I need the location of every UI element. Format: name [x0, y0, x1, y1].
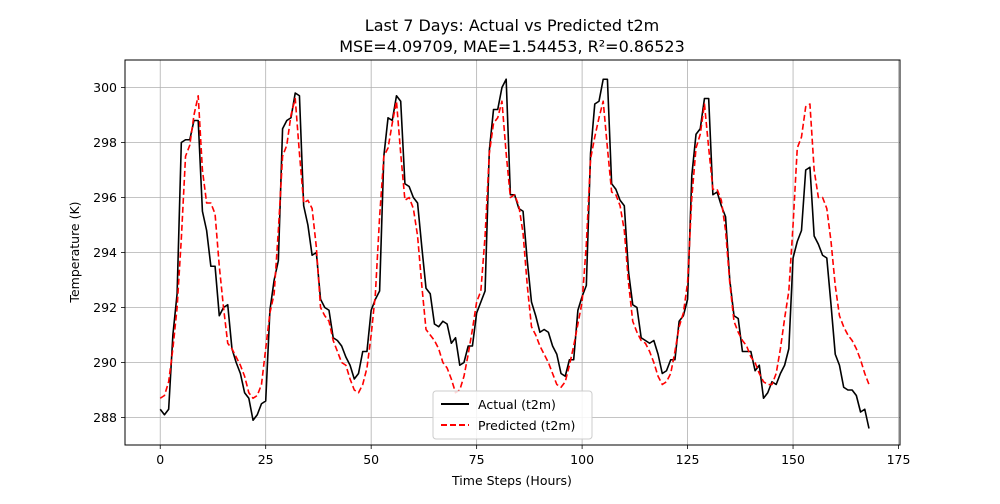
chart-subtitle: MSE=4.09709, MAE=1.54453, R²=0.86523	[339, 37, 685, 56]
legend-box	[432, 390, 593, 440]
legend: Actual (t2m) Predicted (t2m)	[432, 390, 593, 440]
legend-actual-label: Actual (t2m)	[478, 397, 556, 412]
grid	[125, 60, 900, 445]
x-tick-label: 75	[469, 452, 485, 467]
x-tick-label: 100	[570, 452, 594, 467]
x-tick-label: 150	[781, 452, 805, 467]
x-tick-label: 175	[887, 452, 911, 467]
y-tick-label: 288	[93, 410, 117, 425]
y-axis-ticks: 288 290 292 294 296 298 300	[93, 80, 125, 425]
y-tick-label: 292	[93, 300, 117, 315]
series-line-predicted	[159, 94, 870, 400]
y-tick-label: 298	[93, 135, 117, 150]
series-lines	[159, 78, 870, 429]
chart-title: Last 7 Days: Actual vs Predicted t2m	[365, 16, 659, 35]
x-tick-label: 50	[363, 452, 379, 467]
y-tick-label: 296	[93, 190, 117, 205]
legend-predicted-label: Predicted (t2m)	[478, 418, 575, 433]
x-axis-ticks: 0 25 50 75 100 125 150 175	[156, 445, 910, 467]
x-axis-label: Time Steps (Hours)	[451, 473, 572, 488]
y-tick-label: 294	[93, 245, 117, 260]
y-tick-label: 300	[93, 80, 117, 95]
x-tick-label: 25	[258, 452, 274, 467]
x-tick-label: 125	[676, 452, 700, 467]
y-axis-label: Temperature (K)	[67, 201, 82, 303]
series-line-actual	[159, 78, 870, 429]
x-tick-label: 0	[156, 452, 164, 467]
y-tick-label: 290	[93, 355, 117, 370]
